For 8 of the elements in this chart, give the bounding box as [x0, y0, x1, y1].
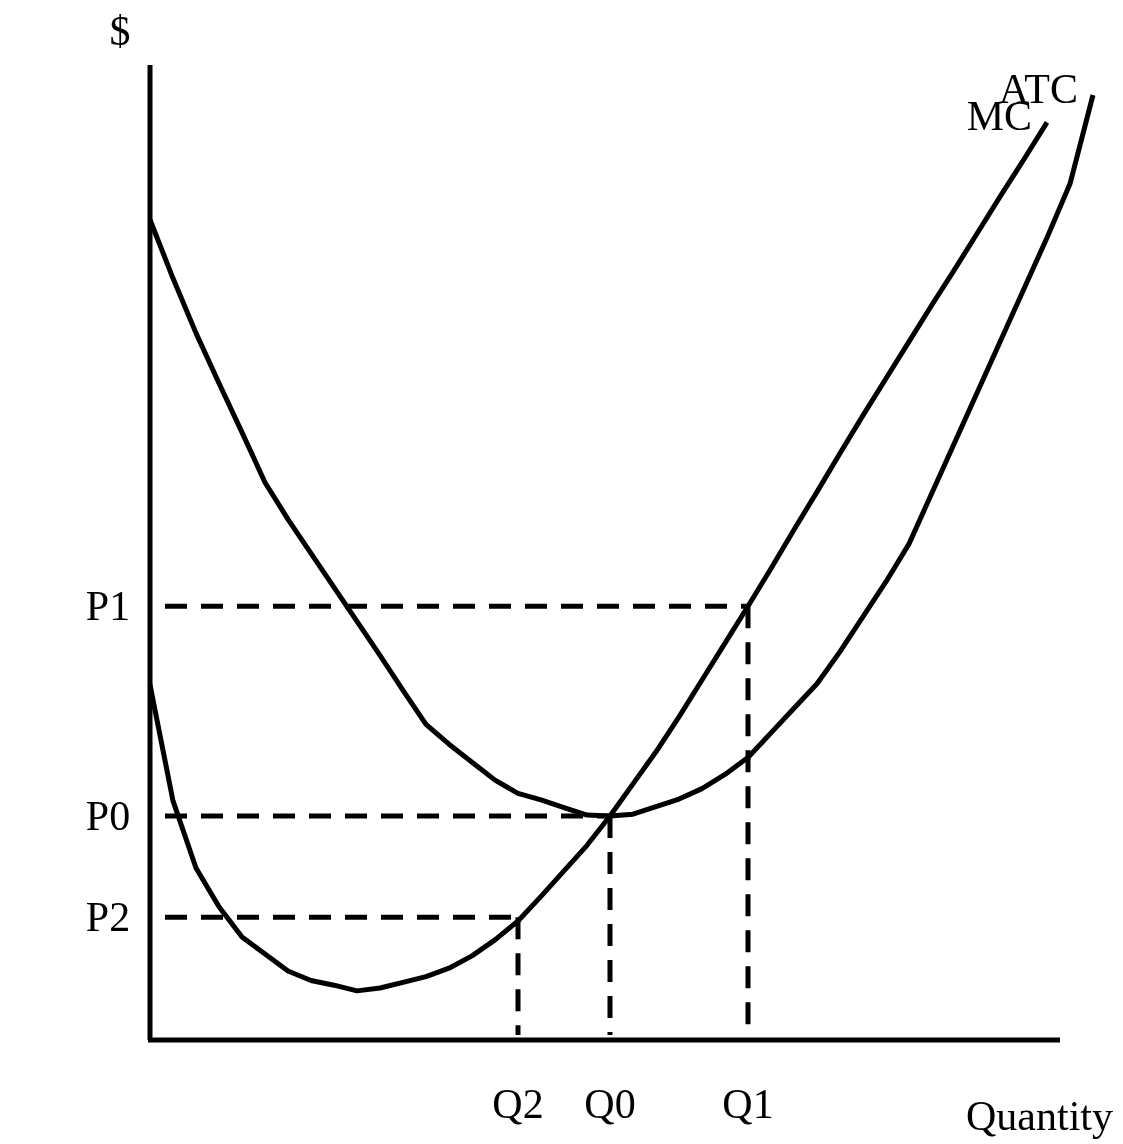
ref-line-label: P1	[85, 583, 131, 630]
x-tick-label: Q0	[584, 1081, 636, 1127]
x-tick-label: Q1	[722, 1081, 774, 1127]
ref-line-label: P2	[85, 894, 131, 941]
ref-line-label: P0	[85, 793, 131, 840]
y-axis-title: $	[109, 8, 131, 54]
x-tick-label: Q2	[492, 1081, 544, 1127]
x-axis-title: Quantity	[966, 1093, 1113, 1139]
